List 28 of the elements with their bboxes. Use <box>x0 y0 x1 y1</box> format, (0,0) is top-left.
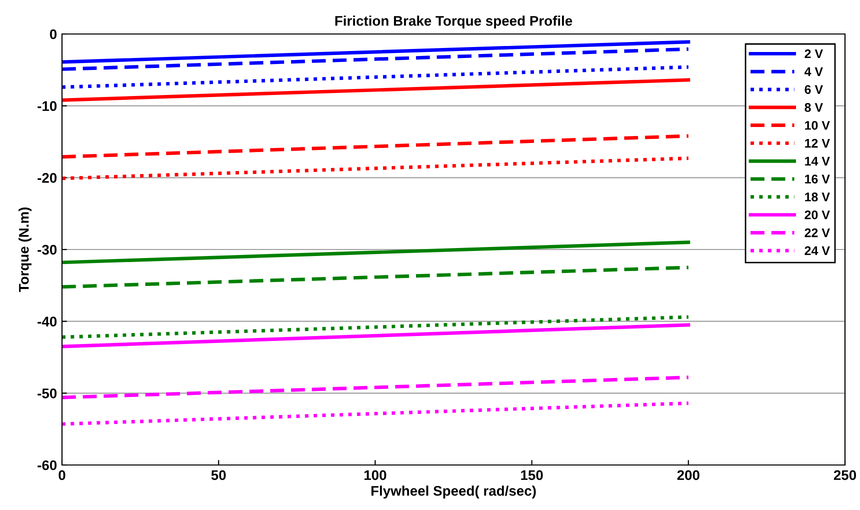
y-tick-label: -30 <box>38 244 57 255</box>
legend-label: 16 V <box>805 174 830 184</box>
legend-label: 18 V <box>805 192 830 202</box>
x-tick-label: 200 <box>677 470 700 480</box>
legend-label: 20 V <box>804 210 830 220</box>
x-axis-title: Flywheel Speed( rad/sec) <box>371 486 536 499</box>
legend-label: 6 V <box>804 85 823 94</box>
legend-label: 22 V <box>804 228 830 238</box>
y-tick-label: -60 <box>38 460 57 470</box>
chart-title: Firiction Brake Torque speed Profile <box>335 16 572 29</box>
x-tick-label: 50 <box>211 470 226 480</box>
legend-label: 12 V <box>805 138 830 148</box>
legend-label: 24 V <box>804 246 830 255</box>
y-tick-label: -50 <box>38 388 57 398</box>
y-tick-label: -20 <box>38 173 57 183</box>
y-tick-label: -10 <box>38 101 57 112</box>
legend-label: 2 V <box>804 49 823 58</box>
legend-label: 8 V <box>804 103 823 112</box>
x-tick-label: 0 <box>58 470 66 480</box>
y-tick-label: 0 <box>50 29 57 40</box>
legend-label: 14 V <box>805 156 830 166</box>
x-tick-label: 100 <box>364 470 386 480</box>
legend-label: 4 V <box>804 67 823 76</box>
x-tick-label: 250 <box>834 470 856 480</box>
y-axis-title: Torque (N.m) <box>18 207 32 292</box>
y-tick-label: -40 <box>38 316 57 327</box>
x-tick-label: 150 <box>521 470 543 480</box>
legend-label: 10 V <box>805 120 830 130</box>
